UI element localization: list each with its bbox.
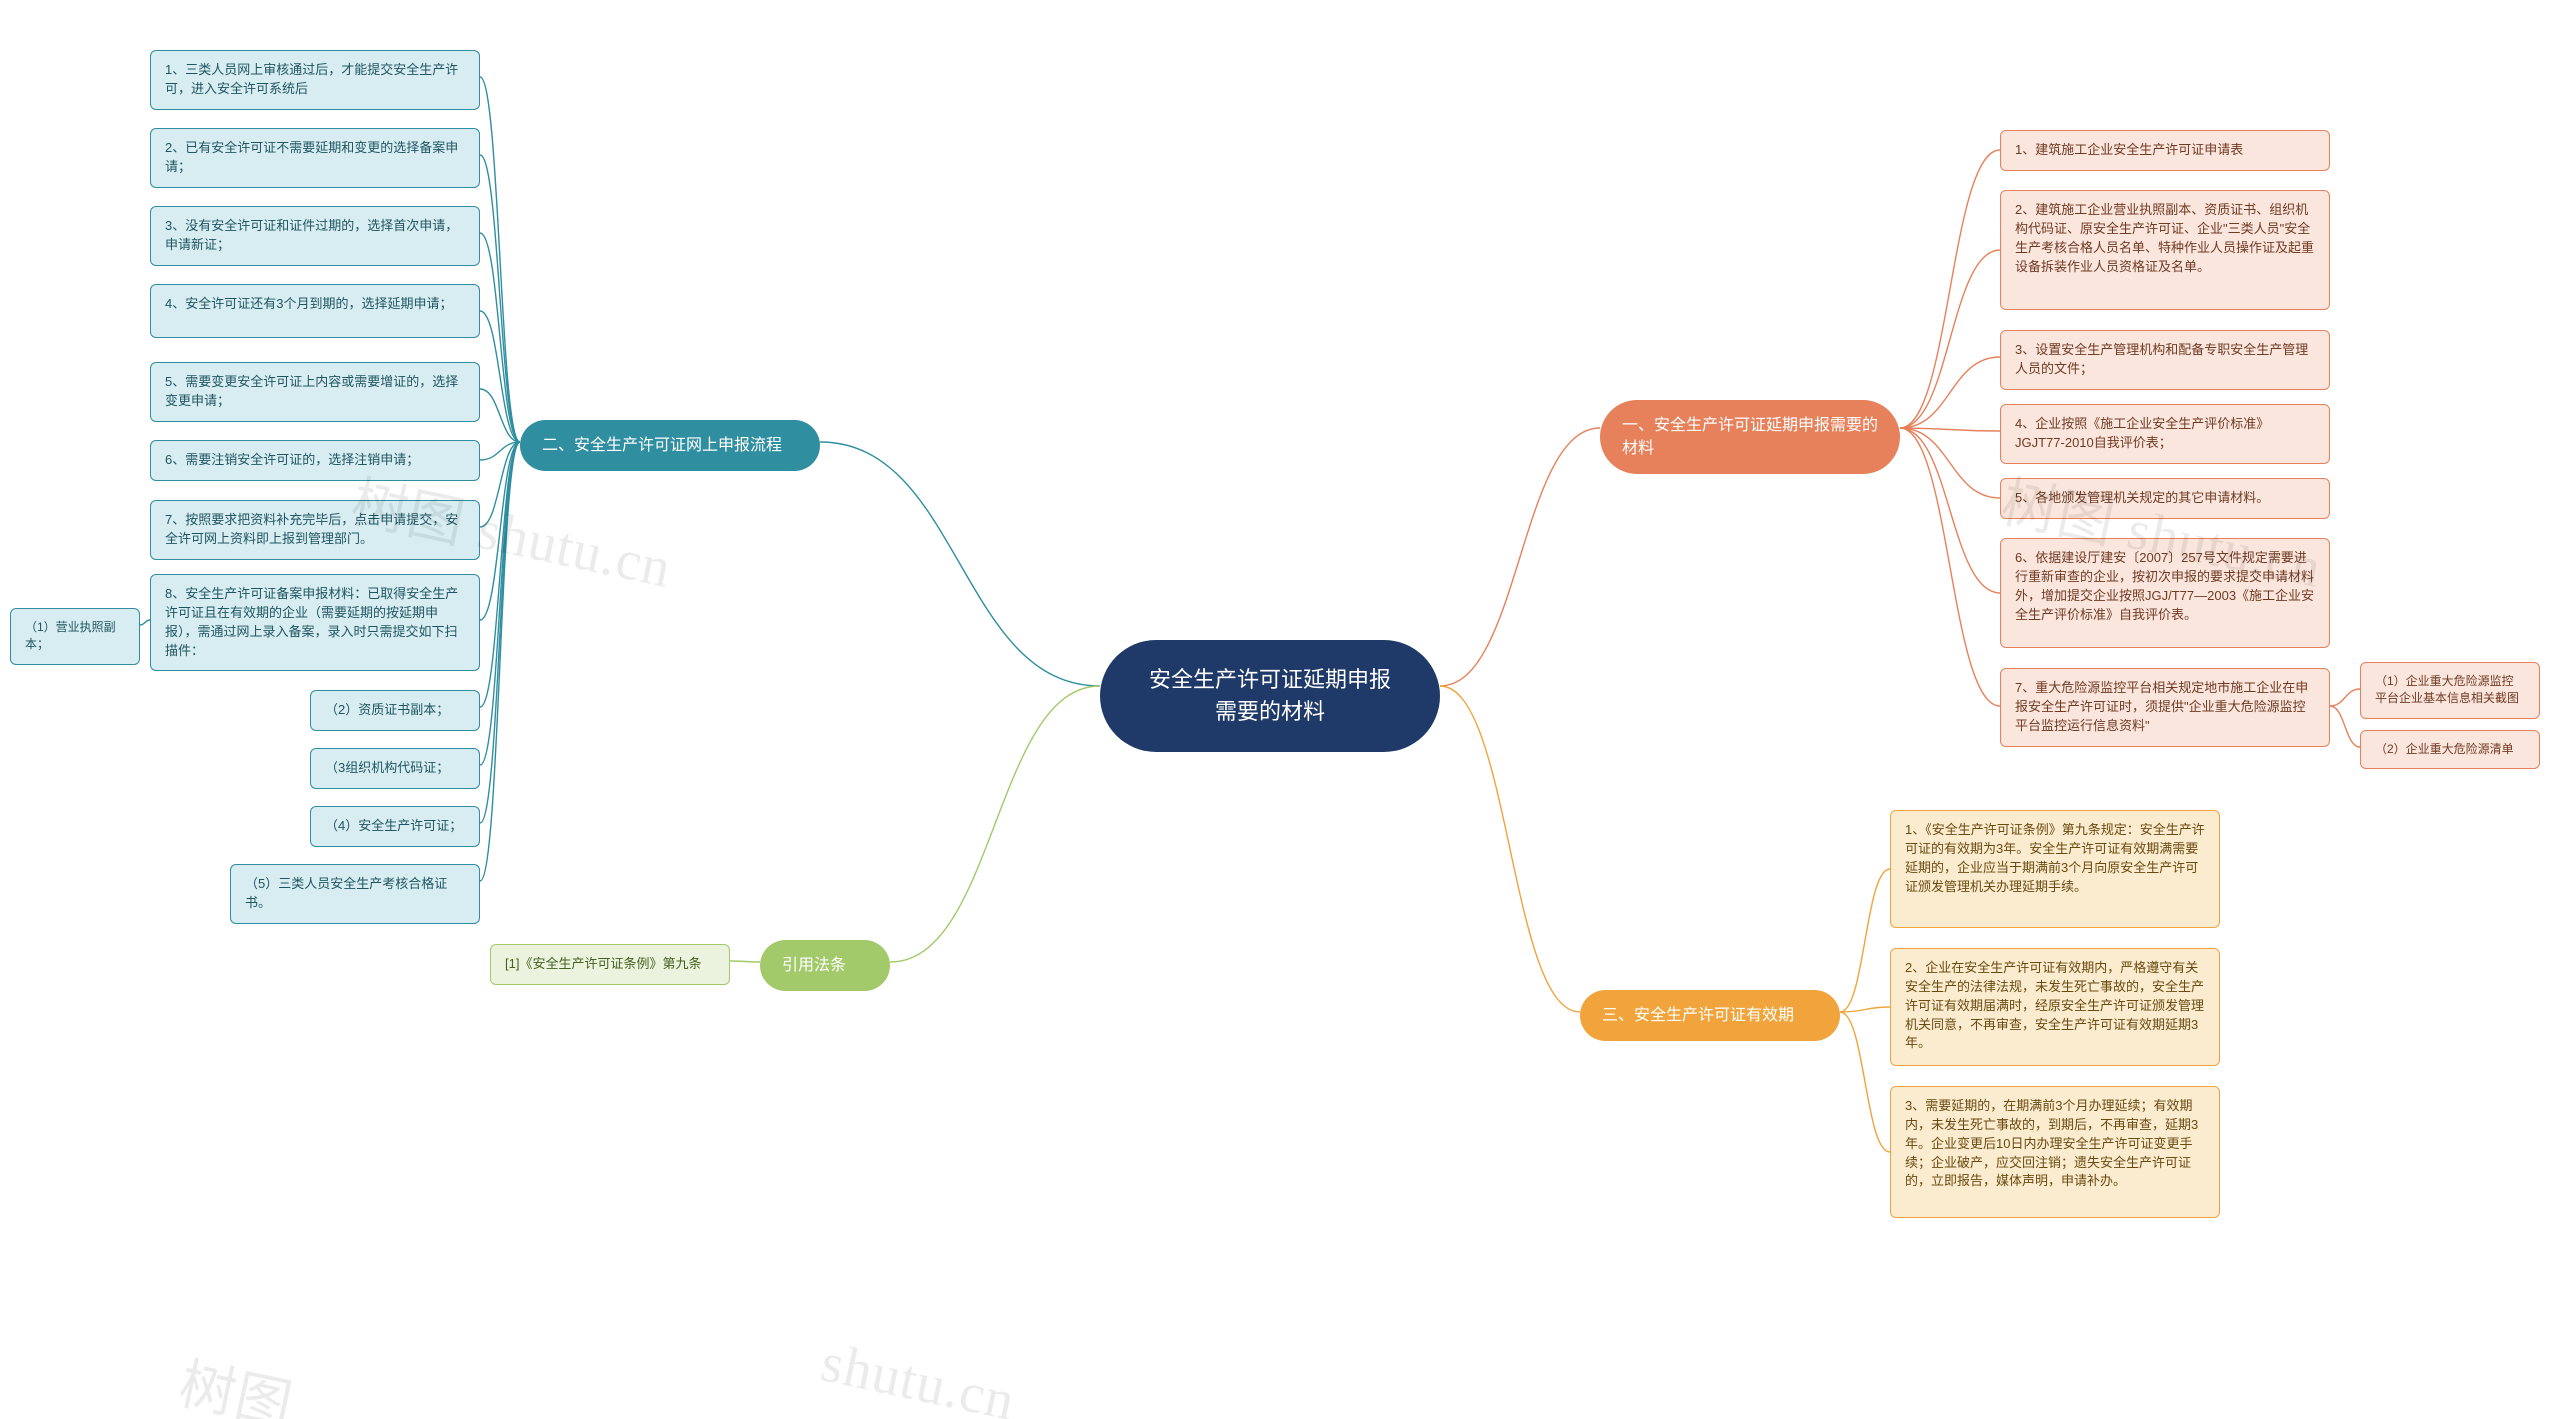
leaf-b1-2: 3、设置安全生产管理机构和配备专职安全生产管理人员的文件；	[2000, 330, 2330, 390]
subleaf-b1-6-0: （1）企业重大危险源监控平台企业基本信息相关截图	[2360, 662, 2540, 719]
leaf-b2-7: 8、安全生产许可证备案申报材料：已取得安全生产许可证且在有效期的企业（需要延期的…	[150, 574, 480, 671]
leaf-b1-1: 2、建筑施工企业营业执照副本、资质证书、组织机构代码证、原安全生产许可证、企业"…	[2000, 190, 2330, 310]
leaf-b1-0: 1、建筑施工企业安全生产许可证申请表	[2000, 130, 2330, 171]
center-line1: 安全生产许可证延期申报	[1132, 664, 1408, 696]
leaf-b3-0: 1、《安全生产许可证条例》第九条规定：安全生产许可证的有效期为3年。安全生产许可…	[1890, 810, 2220, 928]
leaf-b2-1: 2、已有安全许可证不需要延期和变更的选择备案申请；	[150, 128, 480, 188]
center-line2: 需要的材料	[1132, 696, 1408, 728]
leaf-b1-3: 4、企业按照《施工企业安全生产评价标准》JGJT77-2010自我评价表；	[2000, 404, 2330, 464]
branch-b4: 引用法条	[760, 940, 890, 991]
leaf-b2-2: 3、没有安全许可证和证件过期的，选择首次申请，申请新证；	[150, 206, 480, 266]
leaf-b3-2: 3、需要延期的，在期满前3个月办理延续；有效期内，未发生死亡事故的，到期后，不再…	[1890, 1086, 2220, 1218]
leaf-b2-0: 1、三类人员网上审核通过后，才能提交安全生产许可，进入安全许可系统后	[150, 50, 480, 110]
extraleft-b2-7: （1）营业执照副本；	[10, 608, 140, 665]
leaf-b4-0: [1]《安全生产许可证条例》第九条	[490, 944, 730, 985]
watermark-3: shutu.cn	[815, 1330, 1020, 1419]
leaf-b2-4: 5、需要变更安全许可证上内容或需要增证的，选择变更申请；	[150, 362, 480, 422]
leaf-b2-3: 4、安全许可证还有3个月到期的，选择延期申请；	[150, 284, 480, 338]
leaf-b2-11: （5）三类人员安全生产考核合格证书。	[230, 864, 480, 924]
leaf-b1-5: 6、依据建设厅建安〔2007〕257号文件规定需要进行重新审查的企业，按初次申报…	[2000, 538, 2330, 648]
branch-b2: 二、安全生产许可证网上申报流程	[520, 420, 820, 471]
branch-b3: 三、安全生产许可证有效期	[1580, 990, 1840, 1041]
leaf-b3-1: 2、企业在安全生产许可证有效期内，严格遵守有关安全生产的法律法规，未发生死亡事故…	[1890, 948, 2220, 1066]
leaf-b2-9: （3组织机构代码证；	[310, 748, 480, 789]
center-node: 安全生产许可证延期申报 需要的材料	[1100, 640, 1440, 752]
leaf-b2-6: 7、按照要求把资料补充完毕后，点击申请提交，安全许可网上资料即上报到管理部门。	[150, 500, 480, 560]
subleaf-b1-6-1: （2）企业重大危险源清单	[2360, 730, 2540, 769]
watermark-2: 树图	[173, 1339, 301, 1419]
leaf-b2-10: （4）安全生产许可证；	[310, 806, 480, 847]
leaf-b2-5: 6、需要注销安全许可证的，选择注销申请；	[150, 440, 480, 481]
leaf-b2-8: （2）资质证书副本；	[310, 690, 480, 731]
leaf-b1-6: 7、重大危险源监控平台相关规定地市施工企业在申报安全生产许可证时，须提供"企业重…	[2000, 668, 2330, 747]
branch-b1: 一、安全生产许可证延期申报需要的材料	[1600, 400, 1900, 474]
leaf-b1-4: 5、各地颁发管理机关规定的其它申请材料。	[2000, 478, 2330, 519]
